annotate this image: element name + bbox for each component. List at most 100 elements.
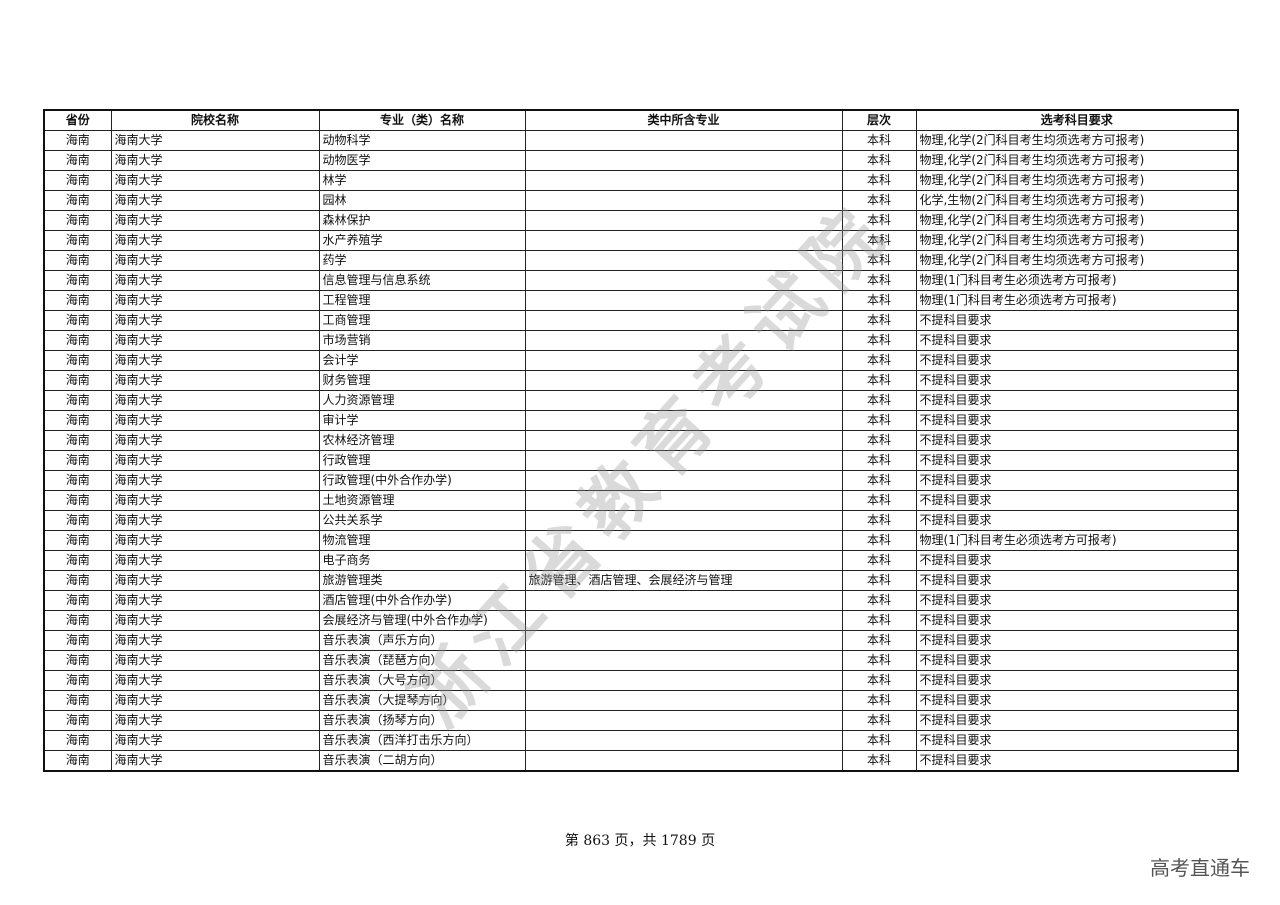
table-cell: 海南 [43, 610, 112, 631]
table-cell: 海南大学 [110, 430, 320, 451]
table-cell [524, 690, 843, 711]
table-cell: 海南 [43, 490, 112, 511]
table-row: 海南 海南大学 土地资源管理 本科 不提科目要求 [43, 490, 1239, 511]
table-row: 海南 海南大学 行政管理(中外合作办学) 本科 不提科目要求 [43, 470, 1239, 491]
table-cell [524, 230, 843, 251]
table-cell: 海南 [43, 590, 112, 611]
table-cell: 本科 [841, 470, 917, 491]
table-cell: 不提科目要求 [915, 510, 1239, 531]
table-cell: 人力资源管理 [318, 390, 526, 411]
table-cell: 不提科目要求 [915, 630, 1239, 651]
table-cell: 海南 [43, 390, 112, 411]
table-cell: 本科 [841, 610, 917, 631]
table-cell: 不提科目要求 [915, 730, 1239, 751]
table-cell: 海南大学 [110, 130, 320, 151]
table-cell: 不提科目要求 [915, 370, 1239, 391]
table-cell: 海南大学 [110, 150, 320, 171]
table-cell: 本科 [841, 590, 917, 611]
table-row: 海南 海南大学 工商管理 本科 不提科目要求 [43, 310, 1239, 331]
table-cell: 海南 [43, 630, 112, 651]
table-cell: 本科 [841, 670, 917, 691]
table-row: 海南 海南大学 音乐表演（二胡方向） 本科 不提科目要求 [43, 750, 1239, 772]
table-cell: 本科 [841, 730, 917, 751]
table-cell: 海南大学 [110, 550, 320, 571]
table-cell: 海南 [43, 510, 112, 531]
table-cell: 不提科目要求 [915, 610, 1239, 631]
table-cell: 物流管理 [318, 530, 526, 551]
table-cell [524, 150, 843, 171]
table-cell: 海南大学 [110, 330, 320, 351]
table-row: 海南 海南大学 水产养殖学 本科 物理,化学(2门科目考生均须选考方可报考) [43, 230, 1239, 251]
table-cell: 海南 [43, 550, 112, 571]
table-cell [524, 250, 843, 271]
table-row: 海南 海南大学 市场营销 本科 不提科目要求 [43, 330, 1239, 351]
table-cell [524, 170, 843, 191]
table-cell: 海南 [43, 130, 112, 151]
column-header: 专业（类）名称 [318, 109, 526, 131]
table-row: 海南 海南大学 音乐表演（大提琴方向） 本科 不提科目要求 [43, 690, 1239, 711]
table-cell: 本科 [841, 310, 917, 331]
table-cell: 海南大学 [110, 510, 320, 531]
column-header: 类中所含专业 [524, 109, 843, 131]
table-cell: 旅游管理、酒店管理、会展经济与管理 [524, 570, 843, 591]
table-cell [524, 330, 843, 351]
table-cell: 本科 [841, 550, 917, 571]
table-row: 海南 海南大学 音乐表演（琵琶方向） 本科 不提科目要求 [43, 650, 1239, 671]
table-cell: 工商管理 [318, 310, 526, 331]
table-cell [524, 610, 843, 631]
table-cell: 海南大学 [110, 530, 320, 551]
table-cell: 海南大学 [110, 190, 320, 211]
table-cell: 水产养殖学 [318, 230, 526, 251]
table-cell: 海南大学 [110, 750, 320, 772]
table-cell [524, 630, 843, 651]
column-header: 院校名称 [110, 109, 320, 131]
table-cell: 化学,生物(2门科目考生均须选考方可报考) [915, 190, 1239, 211]
table-cell: 本科 [841, 630, 917, 651]
table-cell: 动物医学 [318, 150, 526, 171]
table-cell: 动物科学 [318, 130, 526, 151]
table-cell: 不提科目要求 [915, 590, 1239, 611]
table-cell: 海南大学 [110, 630, 320, 651]
table-row: 海南 海南大学 森林保护 本科 物理,化学(2门科目考生均须选考方可报考) [43, 210, 1239, 231]
table-cell: 本科 [841, 390, 917, 411]
table-cell: 海南大学 [110, 290, 320, 311]
table-cell: 海南大学 [110, 710, 320, 731]
table-cell: 海南大学 [110, 650, 320, 671]
table-cell: 音乐表演（西洋打击乐方向） [318, 730, 526, 751]
brand-logo-text: 高考直通车 [1150, 856, 1250, 880]
table-cell: 物理,化学(2门科目考生均须选考方可报考) [915, 130, 1239, 151]
table-cell: 海南 [43, 310, 112, 331]
table-header: 省份 院校名称 专业（类）名称 类中所含专业 层次 选考科目要求 [43, 109, 1239, 131]
table-cell: 海南 [43, 410, 112, 431]
table-row: 海南 海南大学 电子商务 本科 不提科目要求 [43, 550, 1239, 571]
table-cell: 海南大学 [110, 370, 320, 391]
table-cell: 不提科目要求 [915, 490, 1239, 511]
table-cell [524, 510, 843, 531]
table-cell: 海南大学 [110, 350, 320, 371]
table-cell: 本科 [841, 530, 917, 551]
table-cell: 海南大学 [110, 570, 320, 591]
table-cell: 不提科目要求 [915, 410, 1239, 431]
table-cell: 海南 [43, 190, 112, 211]
table-row: 海南 海南大学 音乐表演（扬琴方向） 本科 不提科目要求 [43, 710, 1239, 731]
table-cell [524, 290, 843, 311]
table-cell: 药学 [318, 250, 526, 271]
table-cell: 本科 [841, 170, 917, 191]
table-cell: 海南 [43, 690, 112, 711]
table-cell: 海南 [43, 250, 112, 271]
table-cell: 海南 [43, 370, 112, 391]
table-cell: 海南 [43, 430, 112, 451]
table-cell: 酒店管理(中外合作办学) [318, 590, 526, 611]
table-cell: 农林经济管理 [318, 430, 526, 451]
table-cell: 不提科目要求 [915, 570, 1239, 591]
table-cell: 海南大学 [110, 610, 320, 631]
table-cell: 海南大学 [110, 690, 320, 711]
table-cell: 本科 [841, 450, 917, 471]
column-header: 省份 [43, 109, 112, 131]
table-cell: 本科 [841, 210, 917, 231]
table-cell: 海南大学 [110, 490, 320, 511]
table-row: 海南 海南大学 动物医学 本科 物理,化学(2门科目考生均须选考方可报考) [43, 150, 1239, 171]
table-cell [524, 670, 843, 691]
table-cell: 本科 [841, 370, 917, 391]
table-cell: 本科 [841, 490, 917, 511]
